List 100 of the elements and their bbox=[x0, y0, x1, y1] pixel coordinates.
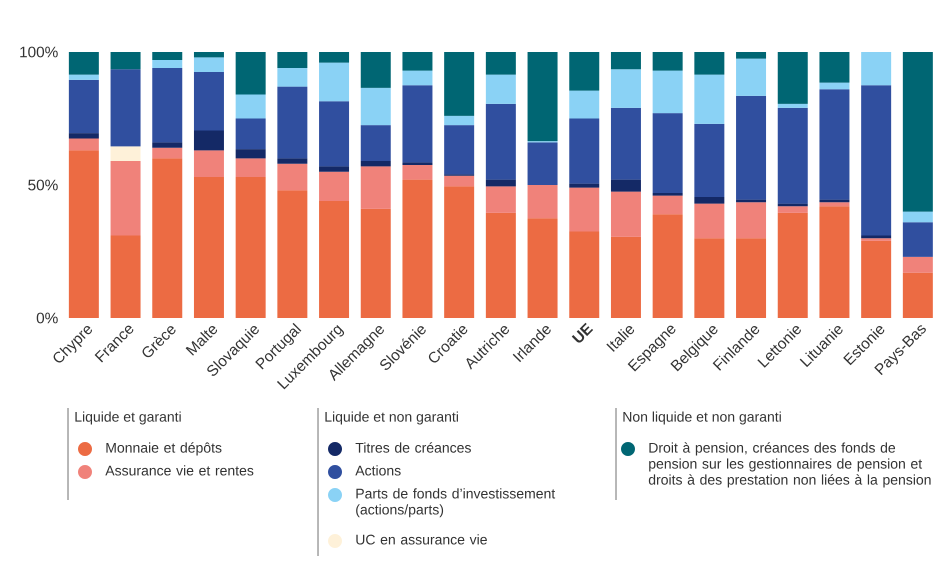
bar bbox=[277, 52, 308, 68]
bar bbox=[486, 186, 516, 213]
bar bbox=[819, 89, 850, 200]
bar bbox=[402, 70, 432, 86]
bar bbox=[110, 52, 141, 70]
bar bbox=[736, 96, 766, 200]
y-tick-label: 50% bbox=[28, 180, 58, 190]
bar bbox=[486, 104, 516, 180]
bar bbox=[319, 166, 350, 172]
bar bbox=[319, 62, 350, 102]
bar bbox=[110, 161, 141, 236]
bar bbox=[194, 177, 224, 318]
bar bbox=[319, 52, 350, 63]
bar bbox=[444, 176, 474, 186]
bar bbox=[486, 180, 516, 186]
bar bbox=[528, 218, 558, 318]
bar bbox=[110, 236, 141, 318]
bar bbox=[152, 158, 182, 318]
bar bbox=[652, 52, 683, 71]
bar bbox=[110, 69, 141, 146]
bar bbox=[902, 212, 933, 222]
legend-label: Titres de créances bbox=[356, 442, 471, 453]
bar bbox=[444, 125, 474, 174]
legend-label: Parts de fonds d’investissement (actions/parts) bbox=[356, 488, 556, 518]
bar bbox=[528, 52, 558, 142]
bar bbox=[152, 60, 182, 68]
legend-label: Assurance vie et rentes bbox=[105, 465, 254, 476]
bar bbox=[319, 200, 350, 318]
bar bbox=[861, 236, 892, 238]
bar bbox=[694, 204, 724, 238]
bar bbox=[861, 52, 892, 86]
text: Liquide et garanti bbox=[75, 411, 181, 425]
bar bbox=[360, 88, 391, 126]
bar bbox=[610, 192, 641, 237]
bar bbox=[861, 238, 892, 241]
y-tick-label: 0% bbox=[36, 312, 58, 324]
bar bbox=[194, 72, 224, 130]
bar bbox=[610, 69, 641, 108]
bar bbox=[152, 68, 182, 142]
bar bbox=[68, 80, 99, 134]
bar bbox=[610, 236, 641, 318]
bar bbox=[902, 256, 933, 273]
bar bbox=[569, 52, 600, 91]
bar bbox=[736, 202, 766, 238]
bar bbox=[902, 272, 933, 318]
legend-label: Actions bbox=[355, 465, 401, 476]
bar bbox=[569, 188, 600, 232]
bar bbox=[528, 185, 558, 218]
bar bbox=[444, 116, 474, 126]
bar bbox=[652, 214, 683, 318]
bar bbox=[569, 90, 600, 118]
bar bbox=[902, 222, 933, 257]
legend-label: Droit à pension, créances des fonds de pension sur les gestionnaires de pension et droits à des prestation non liées à la pension bbox=[648, 442, 931, 488]
bar bbox=[110, 146, 141, 162]
bar bbox=[402, 52, 432, 71]
bar bbox=[444, 52, 474, 116]
bar bbox=[277, 190, 308, 318]
bar bbox=[694, 238, 724, 318]
bar bbox=[360, 125, 391, 162]
bar bbox=[819, 82, 850, 90]
bar bbox=[861, 240, 892, 318]
bar bbox=[236, 94, 266, 118]
bar bbox=[819, 202, 850, 206]
bar bbox=[152, 142, 182, 148]
bar bbox=[694, 196, 724, 204]
bar bbox=[569, 118, 600, 184]
bar bbox=[652, 70, 683, 114]
bar bbox=[652, 196, 683, 214]
legend-label: Monnaie et dépôts bbox=[106, 442, 222, 456]
bar bbox=[402, 162, 432, 166]
bar bbox=[236, 177, 266, 318]
bar bbox=[402, 165, 432, 180]
bar bbox=[736, 200, 766, 202]
bar bbox=[68, 52, 99, 75]
legend-label: UC en assurance vie bbox=[356, 534, 487, 545]
bar bbox=[360, 52, 391, 88]
bar bbox=[610, 52, 641, 70]
bar bbox=[486, 212, 516, 318]
bar bbox=[736, 52, 766, 59]
bar bbox=[152, 52, 182, 60]
bar bbox=[277, 158, 308, 164]
bar bbox=[360, 161, 391, 166]
bar bbox=[736, 58, 766, 96]
bar bbox=[819, 200, 850, 202]
bar bbox=[360, 208, 391, 318]
bar bbox=[486, 74, 516, 104]
bar bbox=[194, 52, 224, 58]
bar bbox=[68, 138, 99, 150]
bar bbox=[68, 133, 99, 138]
bar bbox=[610, 108, 641, 180]
bar bbox=[778, 52, 808, 104]
bar bbox=[694, 52, 724, 75]
bar bbox=[402, 85, 432, 162]
y-tick-label: 100% bbox=[20, 46, 58, 58]
bar bbox=[68, 150, 99, 318]
bar bbox=[610, 180, 641, 192]
bar bbox=[277, 164, 308, 190]
bar bbox=[444, 186, 474, 318]
bar bbox=[236, 118, 266, 150]
x-tick-label: UE bbox=[572, 322, 594, 343]
